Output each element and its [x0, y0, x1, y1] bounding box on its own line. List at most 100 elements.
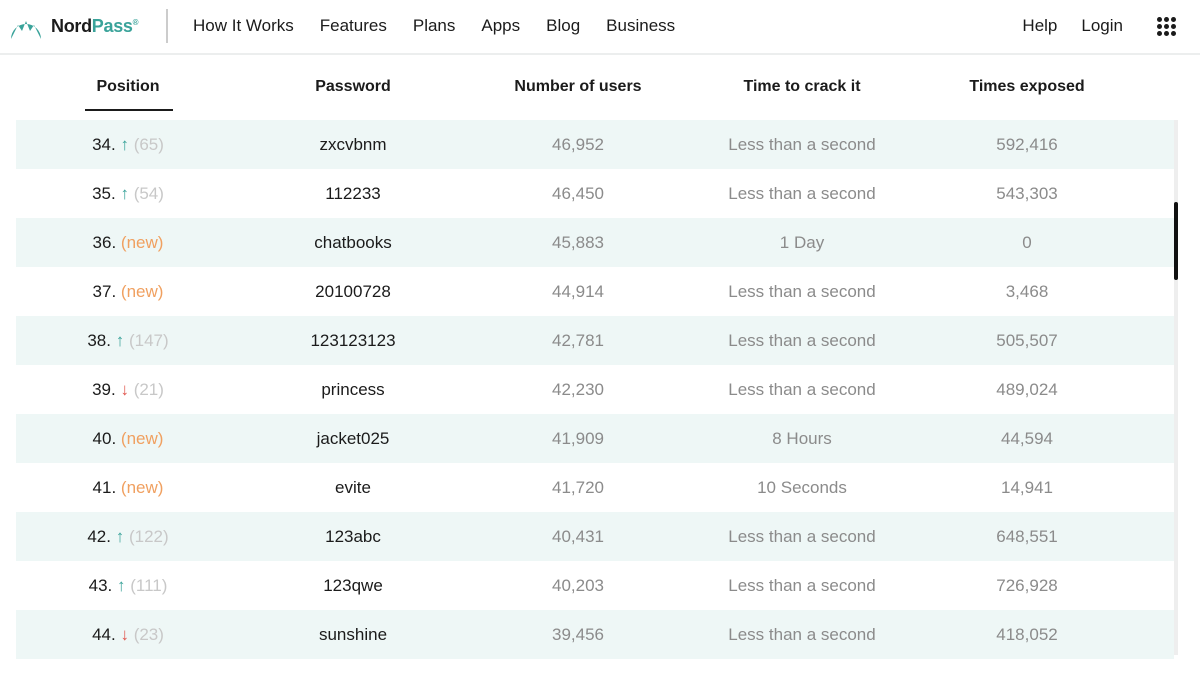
exposed-cell: 489,024 — [996, 379, 1058, 399]
position-cell: 35. ↑ (54) — [92, 184, 164, 204]
exposed-cell: 418,052 — [996, 624, 1058, 644]
crack-time-cell: Less than a second — [728, 183, 876, 203]
rank-change: (122) — [128, 526, 169, 546]
header-exposed[interactable]: Times exposed — [969, 78, 1085, 95]
nav-apps[interactable]: Apps — [481, 16, 521, 35]
exposed-cell: 543,303 — [996, 183, 1058, 203]
nav-business[interactable]: Business — [606, 16, 676, 35]
rank-change: (new) — [120, 281, 164, 301]
nordpass-logo[interactable]: NordPass® — [8, 11, 139, 41]
password-cell: chatbooks — [314, 232, 392, 252]
password-cell: sunshine — [318, 624, 388, 644]
rank-change: (147) — [128, 330, 169, 350]
exposed-cell: 44,594 — [1001, 428, 1053, 448]
position-number: 39. — [92, 379, 116, 399]
users-cell: 41,909 — [552, 428, 604, 448]
table-row: 36. (new) chatbooks 45,883 1 Day 0 — [16, 218, 1174, 267]
position-number: 44. — [92, 624, 116, 644]
position-number: 37. — [92, 281, 117, 301]
position-number: 36. — [92, 232, 117, 252]
users-cell: 39,456 — [552, 624, 604, 644]
crack-time-cell: Less than a second — [728, 624, 876, 644]
crack-time-cell: Less than a second — [728, 330, 876, 350]
crack-time-cell: Less than a second — [728, 379, 876, 399]
password-cell: zxcvbnm — [319, 134, 387, 154]
table-row: 43. ↑ (111) 123qwe 40,203 Less than a se… — [16, 561, 1174, 610]
nav-how-it-works[interactable]: How It Works — [193, 16, 294, 35]
exposed-cell: 3,468 — [1005, 281, 1049, 301]
password-cell: 123123123 — [310, 330, 396, 350]
active-sort-underline — [85, 109, 173, 111]
rank-change: (54) — [133, 183, 164, 203]
users-cell: 40,203 — [552, 575, 604, 595]
rank-change: (111) — [130, 575, 168, 595]
position-number: 40. — [92, 428, 117, 448]
table-row: 35. ↑ (54) 112233 46,450 Less than a sec… — [16, 169, 1174, 218]
position-cell: 39. ↓ (21) — [92, 380, 164, 400]
nav-blog[interactable]: Blog — [546, 16, 581, 35]
arrow-up-icon: ↑ — [115, 330, 125, 350]
users-cell: 41,720 — [552, 477, 604, 497]
crack-time-cell: 10 Seconds — [757, 477, 847, 497]
table-row: 41. (new) evite 41,720 10 Seconds 14,941 — [16, 463, 1174, 512]
header-crack-time[interactable]: Time to crack it — [743, 78, 861, 95]
users-cell: 42,230 — [552, 379, 604, 399]
position-cell: 34. ↑ (65) — [92, 135, 164, 155]
password-cell: evite — [335, 477, 371, 497]
nav-plans[interactable]: Plans — [412, 16, 456, 35]
arrow-up-icon: ↑ — [120, 183, 129, 203]
rank-change: (new) — [120, 477, 164, 497]
password-cell: 20100728 — [315, 281, 391, 301]
position-number: 42. — [87, 526, 111, 546]
users-cell: 46,450 — [552, 183, 604, 203]
position-number: 38. — [87, 330, 111, 350]
position-cell: 37. (new) — [93, 282, 164, 302]
rank-change: (21) — [133, 379, 164, 399]
crack-time-cell: Less than a second — [728, 575, 876, 595]
position-cell: 40. (new) — [93, 429, 164, 449]
password-cell: 123qwe — [323, 575, 383, 595]
table-row: 44. ↓ (23) sunshine 39,456 Less than a s… — [16, 610, 1174, 659]
password-cell: 112233 — [325, 183, 381, 203]
users-cell: 42,781 — [552, 330, 604, 350]
help-link[interactable]: Help — [1022, 16, 1058, 35]
position-cell: 44. ↓ (23) — [92, 625, 164, 645]
position-number: 35. — [92, 183, 116, 203]
main-menu: How It Works Features Plans Apps Blog Bu… — [193, 16, 675, 36]
arrow-up-icon: ↑ — [116, 575, 126, 595]
password-cell: jacket025 — [316, 428, 390, 448]
crack-time-cell: 1 Day — [779, 232, 825, 252]
scrollbar-thumb[interactable] — [1174, 202, 1178, 280]
position-cell: 36. (new) — [93, 233, 164, 253]
brand-name: NordPass® — [51, 15, 139, 36]
position-cell: 43. ↑ (111) — [89, 576, 168, 596]
nav-features[interactable]: Features — [319, 16, 387, 35]
scrollbar-track[interactable] — [1174, 120, 1178, 655]
password-cell: princess — [321, 379, 385, 399]
arrow-down-icon: ↓ — [120, 379, 129, 399]
apps-grid-icon[interactable] — [1157, 16, 1176, 36]
table-row: 40. (new) jacket025 41,909 8 Hours 44,59… — [16, 414, 1174, 463]
header-password[interactable]: Password — [315, 78, 391, 95]
users-cell: 45,883 — [552, 232, 604, 252]
users-cell: 40,431 — [552, 526, 604, 546]
rank-change: (new) — [120, 232, 164, 252]
rank-change: (new) — [120, 428, 164, 448]
header-position[interactable]: Position — [96, 78, 160, 95]
password-table: 34. ↑ (65) zxcvbnm 46,952 Less than a se… — [16, 120, 1174, 659]
arrow-down-icon: ↓ — [120, 624, 129, 644]
login-link[interactable]: Login — [1081, 16, 1123, 35]
position-cell: 42. ↑ (122) — [87, 527, 168, 547]
table-row: 38. ↑ (147) 123123123 42,781 Less than a… — [16, 316, 1174, 365]
position-cell: 41. (new) — [93, 478, 164, 498]
exposed-cell: 726,928 — [996, 575, 1058, 595]
rank-change: (23) — [133, 624, 164, 644]
table-header: Position Password Number of users Time t… — [16, 76, 1176, 116]
exposed-cell: 648,551 — [996, 526, 1058, 546]
exposed-cell: 0 — [1022, 232, 1032, 252]
table-row: 42. ↑ (122) 123abc 40,431 Less than a se… — [16, 512, 1174, 561]
crack-time-cell: Less than a second — [728, 281, 876, 301]
rank-change: (65) — [133, 134, 164, 154]
header-users[interactable]: Number of users — [514, 78, 642, 95]
arrow-up-icon: ↑ — [115, 526, 125, 546]
